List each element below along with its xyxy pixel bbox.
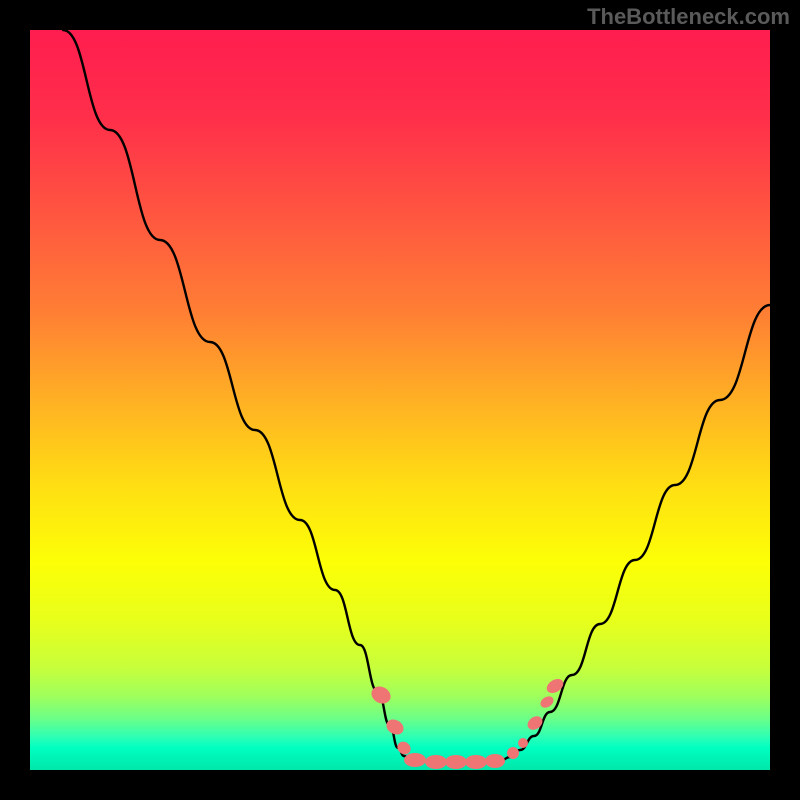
chart-container: TheBottleneck.com [0,0,800,800]
watermark-text: TheBottleneck.com [587,4,790,30]
bottleneck-chart [0,0,800,800]
